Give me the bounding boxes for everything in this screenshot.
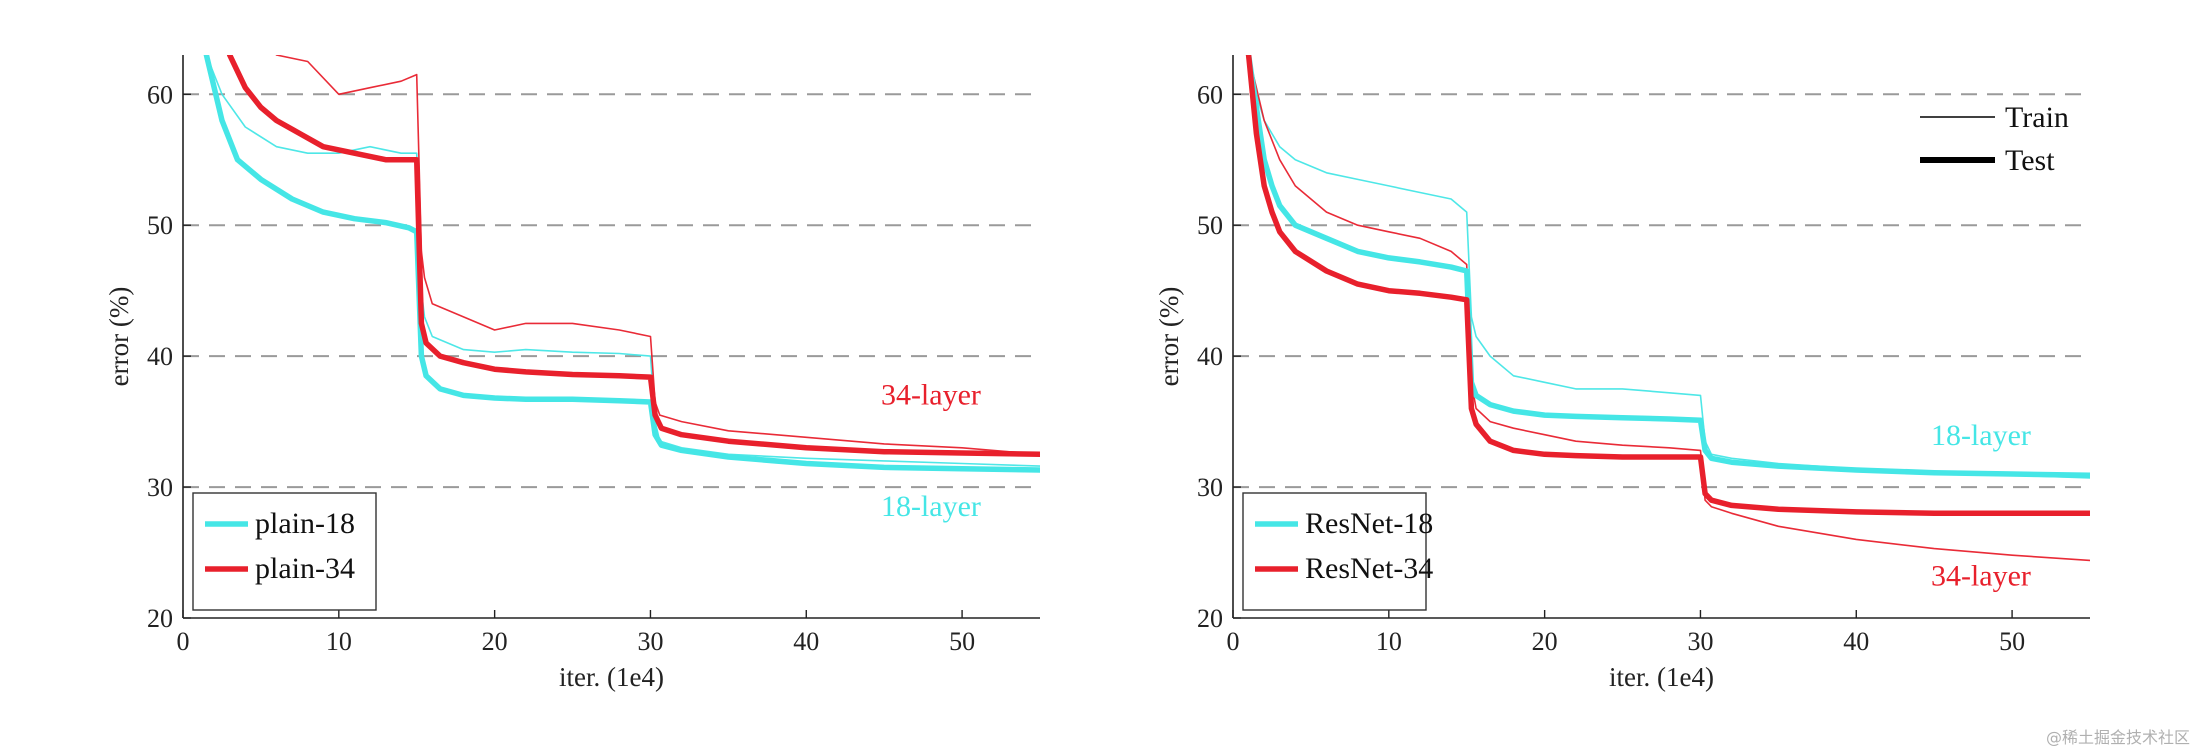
x-tick-label: 40 — [793, 627, 819, 656]
y-axis-label: error (%) — [1154, 287, 1184, 387]
y-axis-label: error (%) — [104, 287, 134, 387]
legend-label: ResNet-18 — [1305, 507, 1433, 540]
legend: ResNet-18 ResNet-34 — [1242, 492, 1433, 611]
chart-panel-1: 0 10 20 30 40 50 20 30 40 50 60 iter. (1e4) error (%… — [104, 55, 1040, 692]
x-tick-label: 30 — [1687, 627, 1713, 656]
series-line-plain-34-train — [275, 55, 1040, 456]
y-tick-label: 20 — [1197, 604, 1223, 633]
legend-box — [192, 492, 377, 611]
x-tick-label: 10 — [1376, 627, 1402, 656]
series-line-resnet-18-test — [1245, 55, 2090, 479]
y-tick-label: 60 — [1197, 80, 1223, 109]
x-tick-label: 0 — [1227, 627, 1240, 656]
legend-label: ResNet-34 — [1305, 552, 1433, 585]
legend-box — [1242, 492, 1427, 611]
x-tick-label: 30 — [637, 627, 663, 656]
series-line-plain-34-test — [226, 55, 1040, 458]
x-tick-label: 50 — [1999, 627, 2025, 656]
y-tick-label: 30 — [147, 473, 173, 502]
y-tick-label: 60 — [147, 80, 173, 109]
style-key-label: Train — [2005, 101, 2069, 134]
x-tick-label: 20 — [1532, 627, 1558, 656]
y-tick-label: 30 — [1197, 473, 1223, 502]
annotation-34-layer: 34-layer — [881, 379, 981, 412]
x-tick-label: 50 — [949, 627, 975, 656]
legend-label: plain-18 — [255, 507, 355, 540]
y-tick-label: 50 — [147, 211, 173, 240]
x-tick-label: 0 — [177, 627, 190, 656]
annotation-18-layer: 18-layer — [881, 490, 981, 523]
series-group — [1245, 55, 2090, 562]
watermark: @稀土掘金技术社区 — [2045, 728, 2190, 747]
legend-label: plain-34 — [255, 552, 355, 585]
annotation-34-layer: 34-layer — [1931, 559, 2031, 592]
x-axis-label: iter. (1e4) — [559, 662, 664, 692]
y-tick-label: 40 — [1197, 342, 1223, 371]
y-tick-label: 50 — [1197, 211, 1223, 240]
chart-panel-2: 0 10 20 30 40 50 20 30 40 50 60 iter. (1e4) error (%… — [1154, 55, 2090, 692]
style-key: Train Test — [1920, 101, 2069, 177]
x-tick-label: 20 — [482, 627, 508, 656]
series-group — [203, 55, 1040, 473]
y-tick-label: 20 — [147, 604, 173, 633]
series-line-resnet-34-train — [1247, 55, 2090, 562]
series-line-resnet-18-train — [1247, 55, 2090, 479]
annotation-18-layer: 18-layer — [1931, 419, 2031, 452]
series-line-resnet-34-test — [1245, 55, 2090, 517]
x-tick-label: 40 — [1843, 627, 1869, 656]
x-tick-label: 10 — [326, 627, 352, 656]
style-key-label: Test — [2005, 144, 2055, 177]
x-axis-label: iter. (1e4) — [1609, 662, 1714, 692]
y-tick-label: 40 — [147, 342, 173, 371]
series-line-plain-18-test — [203, 55, 1040, 473]
legend: plain-18 plain-34 — [192, 492, 377, 611]
